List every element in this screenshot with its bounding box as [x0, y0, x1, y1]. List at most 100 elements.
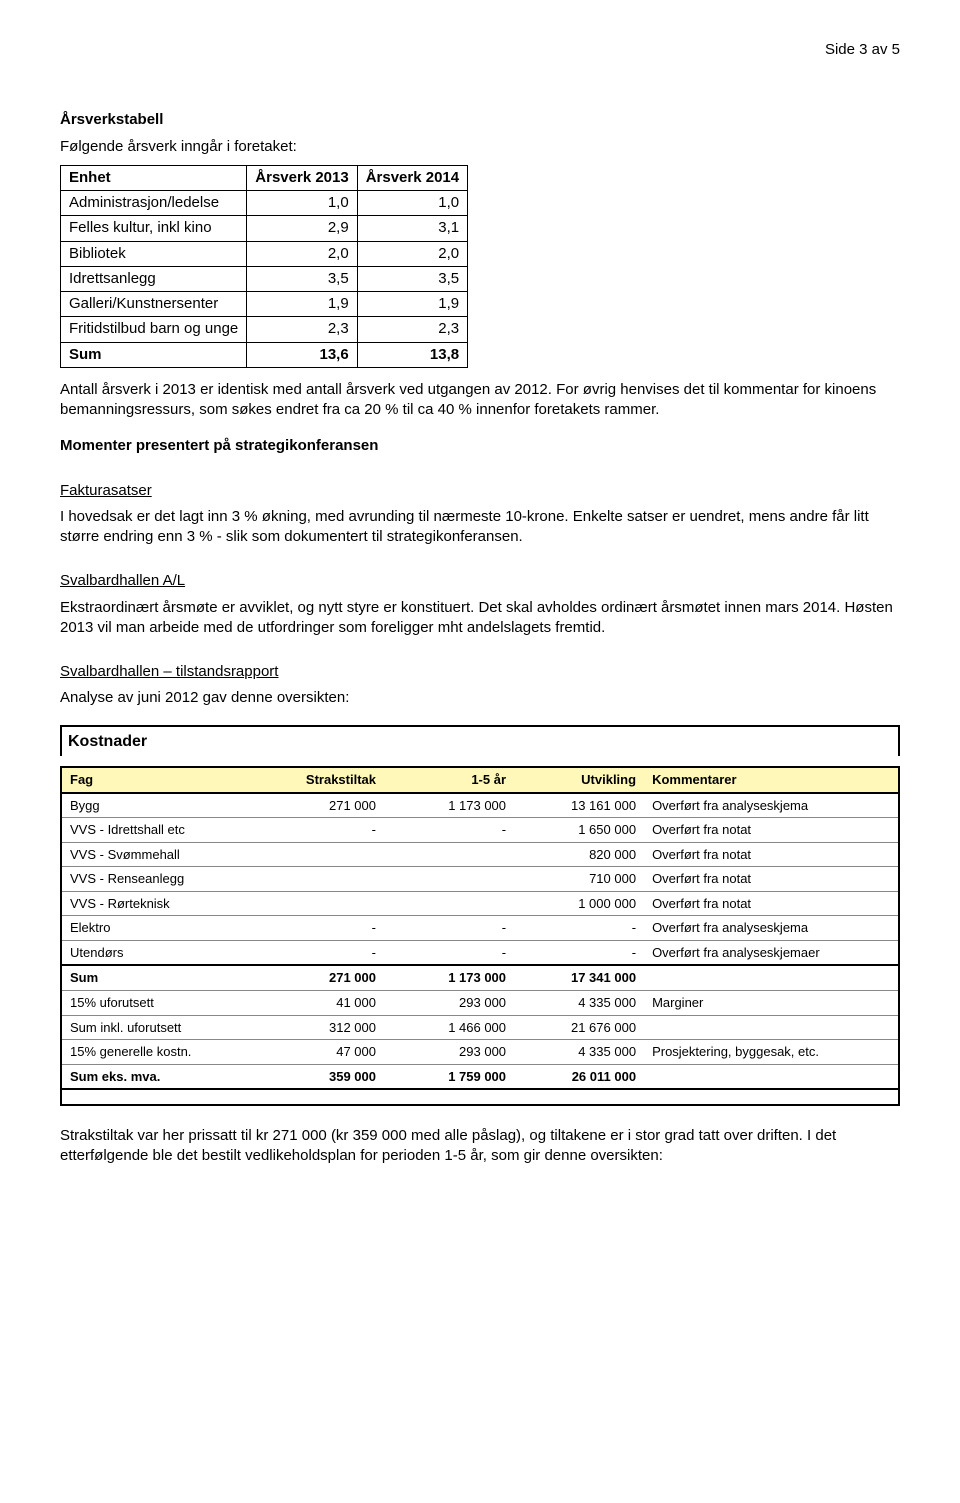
cell-kommentarer: Overført fra analyseskjema — [644, 916, 898, 941]
table-row: Idrettsanlegg3,53,5 — [61, 266, 468, 291]
svalbardhallen-al-heading: Svalbardhallen A/L — [60, 571, 900, 591]
cell-1-5-ar: 1 173 000 — [384, 965, 514, 990]
cell-1-5-ar: 1 759 000 — [384, 1064, 514, 1089]
col-kommentarer: Kommentarer — [644, 767, 898, 793]
table-header-row: Enhet Årsverk 2013 Årsverk 2014 — [61, 165, 468, 190]
cell-fag: VVS - Idrettshall etc — [62, 818, 254, 843]
table-row: VVS - Rørteknisk 1 000 000Overført fra no… — [62, 891, 898, 916]
cell-utvikling: 4 335 000 — [514, 1040, 644, 1065]
kostnader-title: Kostnader — [60, 725, 900, 757]
kostnader-table: Fag Strakstiltak 1-5 år Utvikling Kommen… — [62, 766, 898, 1104]
closing-paragraph: Strakstiltak var her prissatt til kr 271… — [60, 1126, 900, 1167]
cell-2014: 2,3 — [357, 317, 467, 342]
table-header-row: Fag Strakstiltak 1-5 år Utvikling Kommen… — [62, 767, 898, 793]
cell-2014: 3,5 — [357, 266, 467, 291]
cell-utvikling: 17 341 000 — [514, 965, 644, 990]
table-row-sum: Sum271 0001 173 00017 341 000 — [62, 965, 898, 990]
cell-utvikling: 13 161 000 — [514, 793, 644, 818]
col-enhet: Enhet — [61, 165, 247, 190]
cell-kommentarer: Overført fra notat — [644, 842, 898, 867]
page-indicator: Side 3 av 5 — [60, 40, 900, 60]
cell-1-5-ar: - — [384, 916, 514, 941]
cell-fag: 15% uforutsett — [62, 991, 254, 1016]
cell-label: Administrasjon/ledelse — [61, 191, 247, 216]
cell-utvikling: 26 011 000 — [514, 1064, 644, 1089]
col-2014: Årsverk 2014 — [357, 165, 467, 190]
cell-1-5-ar — [384, 867, 514, 892]
table-row: Elektro---Overført fra analyseskjema — [62, 916, 898, 941]
cell-strakstiltak: - — [254, 818, 384, 843]
cell-fag: VVS - Renseanlegg — [62, 867, 254, 892]
cell-kommentarer — [644, 1015, 898, 1040]
cell-1-5-ar — [384, 842, 514, 867]
cell-label: Idrettsanlegg — [61, 266, 247, 291]
cell-2014: 13,8 — [357, 342, 467, 367]
arsverk-table: Enhet Årsverk 2013 Årsverk 2014 Administ… — [60, 165, 468, 368]
cell-utvikling: 820 000 — [514, 842, 644, 867]
table-row: 15% uforutsett41 000293 0004 335 000Marg… — [62, 991, 898, 1016]
cell-kommentarer: Overført fra analyseskjema — [644, 793, 898, 818]
cell-kommentarer: Overført fra notat — [644, 818, 898, 843]
table-row: 15% generelle kostn.47 000293 0004 335 0… — [62, 1040, 898, 1065]
cell-fag: Sum inkl. uforutsett — [62, 1015, 254, 1040]
cell-label: Bibliotek — [61, 241, 247, 266]
cell-1-5-ar — [384, 891, 514, 916]
cell-kommentarer — [644, 1064, 898, 1089]
cell-fag: VVS - Rørteknisk — [62, 891, 254, 916]
cell-label: Galleri/Kunstnersenter — [61, 292, 247, 317]
cell-strakstiltak: 41 000 — [254, 991, 384, 1016]
table-row: VVS - Svømmehall820 000Overført fra nota… — [62, 842, 898, 867]
table-row: Felles kultur, inkl kino2,93,1 — [61, 216, 468, 241]
cell-2013: 2,3 — [247, 317, 357, 342]
cell-1-5-ar: 1 173 000 — [384, 793, 514, 818]
cell-fag: Sum — [62, 965, 254, 990]
cell-utvikling: 1 000 000 — [514, 891, 644, 916]
cell-2013: 2,0 — [247, 241, 357, 266]
table-row-sum-eks: Sum eks. mva.359 0001 759 00026 011 000 — [62, 1064, 898, 1089]
cell-1-5-ar: 293 000 — [384, 1040, 514, 1065]
cell-utvikling: 1 650 000 — [514, 818, 644, 843]
table-row: Bygg271 0001 173 00013 161 000Overført f… — [62, 793, 898, 818]
svalbardhallen-al-body: Ekstraordinært årsmøte er avviklet, og n… — [60, 598, 900, 639]
tilstandsrapport-body: Analyse av juni 2012 gav denne oversikte… — [60, 688, 900, 708]
cell-2013: 3,5 — [247, 266, 357, 291]
cell-fag: Utendørs — [62, 940, 254, 965]
table-row: VVS - Renseanlegg 710 000Overført fra not… — [62, 867, 898, 892]
cell-2013: 2,9 — [247, 216, 357, 241]
cell-strakstiltak — [254, 842, 384, 867]
cell-utvikling: 710 000 — [514, 867, 644, 892]
cell-utvikling: - — [514, 916, 644, 941]
table-row-sum: Sum13,613,8 — [61, 342, 468, 367]
kostnader-table-wrap: Fag Strakstiltak 1-5 år Utvikling Kommen… — [60, 766, 900, 1106]
cell-2014: 3,1 — [357, 216, 467, 241]
cell-kommentarer: Overført fra notat — [644, 867, 898, 892]
cell-2014: 2,0 — [357, 241, 467, 266]
col-utvikling: Utvikling — [514, 767, 644, 793]
cell-kommentarer — [644, 965, 898, 990]
cell-label: Felles kultur, inkl kino — [61, 216, 247, 241]
cell-strakstiltak: 271 000 — [254, 965, 384, 990]
cell-1-5-ar: - — [384, 940, 514, 965]
arsverk-intro: Følgende årsverk inngår i foretaket: — [60, 137, 900, 157]
cell-fag: Elektro — [62, 916, 254, 941]
cell-strakstiltak: 47 000 — [254, 1040, 384, 1065]
table-row: VVS - Idrettshall etc--1 650 000Overført… — [62, 818, 898, 843]
fakturasatser-heading: Fakturasatser — [60, 481, 900, 501]
cell-1-5-ar: 293 000 — [384, 991, 514, 1016]
cell-fag: Sum eks. mva. — [62, 1064, 254, 1089]
cell-label: Fritidstilbud barn og unge — [61, 317, 247, 342]
cell-strakstiltak — [254, 867, 384, 892]
cell-kommentarer: Overført fra notat — [644, 891, 898, 916]
cell-2014: 1,0 — [357, 191, 467, 216]
cell-strakstiltak: 312 000 — [254, 1015, 384, 1040]
cell-utvikling: 21 676 000 — [514, 1015, 644, 1040]
cell-strakstiltak: - — [254, 940, 384, 965]
table-row-spacer — [62, 1089, 898, 1104]
table-row: Galleri/Kunstnersenter1,91,9 — [61, 292, 468, 317]
cell-2013: 13,6 — [247, 342, 357, 367]
cell-fag: Bygg — [62, 793, 254, 818]
momenter-heading: Momenter presentert på strategikonferans… — [60, 436, 900, 456]
col-1-5-ar: 1-5 år — [384, 767, 514, 793]
table-row: Utendørs---Overført fra analyseskjemaer — [62, 940, 898, 965]
cell-2013: 1,0 — [247, 191, 357, 216]
